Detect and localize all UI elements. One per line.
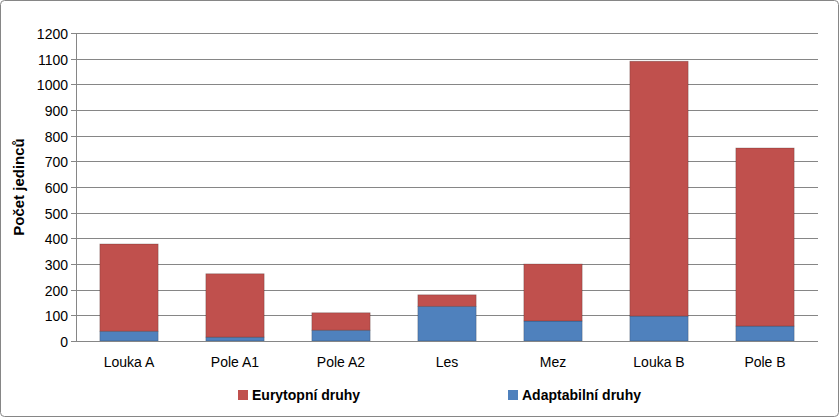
tick-mark (71, 110, 76, 111)
bar (524, 321, 582, 341)
bar (100, 244, 158, 331)
tick-label: 700 (45, 154, 69, 170)
grid-line (76, 341, 818, 342)
tick-mark (71, 161, 76, 162)
grid-line (76, 264, 818, 265)
grid-line (76, 213, 818, 214)
tick-mark (71, 187, 76, 188)
category-label: Pole B (744, 354, 785, 370)
bar (206, 337, 264, 341)
legend-label: Adaptabilní druhy (522, 387, 641, 403)
bar (630, 316, 688, 341)
bar (736, 148, 794, 326)
tick-label: 500 (45, 206, 69, 222)
x-axis (76, 341, 818, 342)
grid-line (76, 110, 818, 111)
tick-label: 900 (45, 103, 69, 119)
tick-label: 0 (60, 334, 68, 350)
bar (524, 264, 582, 321)
bar (630, 61, 688, 316)
tick-label: 200 (45, 283, 69, 299)
tick-label: 800 (45, 129, 69, 145)
category-label: Louka A (104, 354, 155, 370)
bar (418, 295, 476, 307)
grid-line (76, 84, 818, 85)
grid-line (76, 290, 818, 291)
grid-line (76, 187, 818, 188)
grid-line (76, 136, 818, 137)
tick-mark (71, 238, 76, 239)
bar (206, 274, 264, 337)
bar (736, 326, 794, 341)
legend-swatch (508, 390, 518, 400)
chart-border (1, 1, 839, 417)
grid-line (76, 33, 818, 34)
category-label: Mez (540, 354, 566, 370)
tick-mark (71, 341, 76, 342)
tick-mark (71, 136, 76, 137)
tick-mark (71, 84, 76, 85)
axis-title: Počet jedinců (10, 138, 27, 236)
tick-label: 400 (45, 231, 69, 247)
tick-mark (71, 315, 76, 316)
legend-swatch (238, 390, 248, 400)
bar (312, 330, 370, 341)
tick-mark (71, 59, 76, 60)
tick-mark (71, 213, 76, 214)
bar (312, 313, 370, 330)
category-label: Les (436, 354, 459, 370)
bar (418, 306, 476, 341)
bar (100, 331, 158, 341)
tick-label: 300 (45, 257, 69, 273)
category-label: Pole A2 (317, 354, 365, 370)
category-label: Pole A1 (211, 354, 259, 370)
tick-label: 1200 (37, 26, 68, 42)
tick-label: 1100 (38, 52, 68, 68)
grid-line (76, 238, 818, 239)
grid-line (76, 161, 818, 162)
tick-mark (71, 33, 76, 34)
bars (100, 61, 794, 341)
chart: 0 100 200 300 400 500 600 700 800 900 1000 1100 1200… (0, 0, 839, 417)
y-axis (76, 33, 77, 341)
grid-line (76, 59, 818, 60)
tick-label: 100 (45, 308, 69, 324)
tick-mark (71, 290, 76, 291)
category-label: Louka B (633, 354, 684, 370)
tick-label: 1000 (37, 77, 68, 93)
tick-mark (71, 264, 76, 265)
legend-label: Eurytopní druhy (252, 387, 360, 403)
tick-label: 600 (45, 180, 69, 196)
